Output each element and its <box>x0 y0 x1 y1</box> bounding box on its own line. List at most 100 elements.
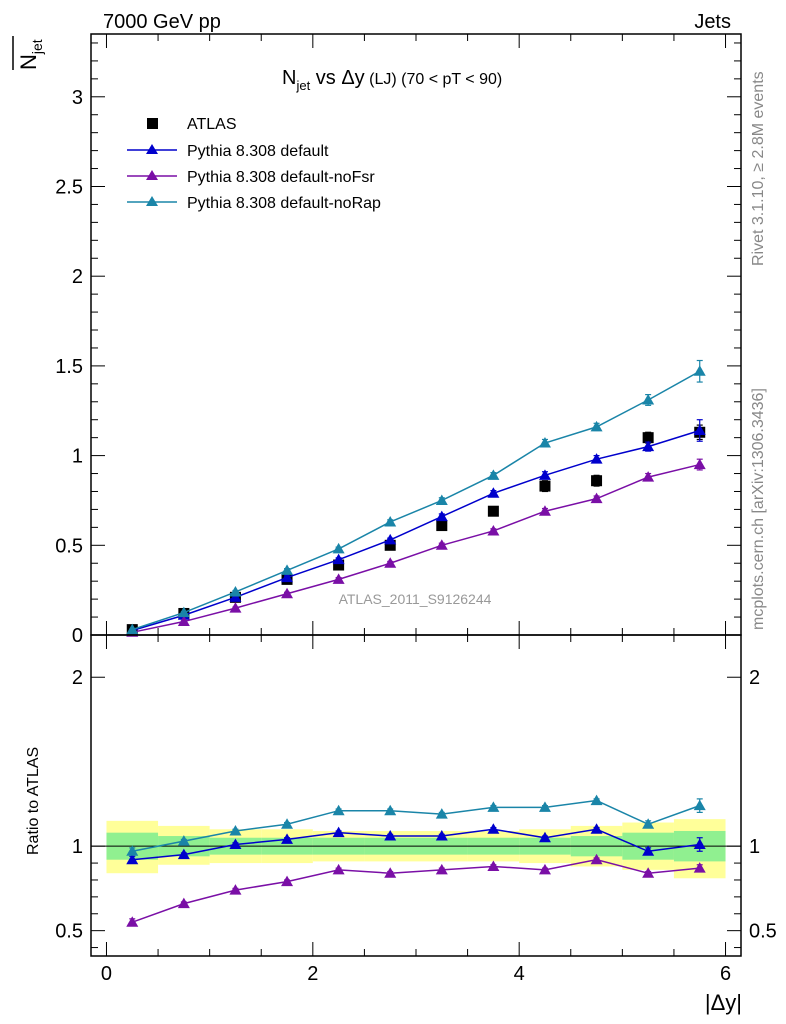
ratio-point <box>281 818 294 829</box>
ratio-point <box>281 833 294 844</box>
ratio-point <box>538 863 551 875</box>
mcplots-label: mcplots.cern.ch [arXiv:1306.3436] <box>750 388 767 630</box>
series-line <box>132 463 700 634</box>
mc-point <box>332 553 345 565</box>
ratio-point <box>332 863 345 875</box>
ratio-point <box>126 845 139 856</box>
series-2 <box>126 458 706 637</box>
legend-entry-nofsr: Pythia 8.308 default-noFsr <box>127 169 375 186</box>
ratio-point <box>281 875 294 887</box>
main-plot-marks <box>126 359 706 637</box>
ratio-series-1 <box>126 853 706 927</box>
mc-point <box>435 510 448 522</box>
y-tick-label: 0 <box>72 625 83 647</box>
atlas-point <box>642 432 654 444</box>
series-3 <box>126 359 706 635</box>
atlas-point <box>333 559 345 571</box>
ratio-point <box>126 853 139 865</box>
ratio-ylabel: Ratio to ATLAS <box>25 747 42 855</box>
legend-marker-norap <box>146 196 158 206</box>
y-tick-label: 1 <box>72 446 83 468</box>
legend: ATLAS Pythia 8.308 default Pythia 8.308 … <box>127 116 381 212</box>
mc-point <box>384 557 397 568</box>
ratio-point <box>384 867 397 878</box>
ratio-point <box>487 801 500 812</box>
mc-point <box>487 524 500 536</box>
mc-point <box>229 602 242 613</box>
ratio-point <box>229 884 242 895</box>
title-jet: jet <box>295 78 310 93</box>
mc-point <box>435 494 448 505</box>
ratio-point <box>590 823 603 834</box>
ratio-point <box>332 804 345 816</box>
ratio-point <box>590 853 603 865</box>
ratio-y-tick-label-left: 0.5 <box>55 921 83 943</box>
ratio-y-tick-label-right: 0.5 <box>749 921 777 943</box>
mc-point <box>177 615 190 627</box>
mc-point <box>487 487 500 498</box>
ratio-point <box>538 801 551 812</box>
title-cut: (70 < pT < 90) <box>397 71 503 88</box>
ratio-series-2 <box>126 794 706 856</box>
atlas-point <box>487 505 499 517</box>
ratio-point <box>538 831 551 843</box>
atlas-point <box>384 539 396 551</box>
atlas-point <box>539 480 551 492</box>
ylabel-sub: jet <box>29 39 45 55</box>
ratio-y-tick-label-right: 1 <box>749 836 760 858</box>
title-dy: Δy <box>341 67 364 89</box>
ratio-point <box>384 804 397 816</box>
legend-label-default: Pythia 8.308 default <box>187 143 329 160</box>
mc-point <box>126 623 139 635</box>
series-line <box>132 429 700 632</box>
mc-point <box>538 505 551 516</box>
ratio-point <box>642 818 655 829</box>
axes: 0 2 4 6 0 0.5 1 1.5 2 2.5 3 0.5 0.5 1 1 2 2 <box>55 33 777 985</box>
legend-marker-atlas <box>147 118 158 129</box>
legend-marker-default <box>146 144 158 154</box>
legend-label-atlas: ATLAS <box>187 116 237 133</box>
ratio-point <box>487 860 500 871</box>
main-ylabel: Njet <box>12 36 45 70</box>
ratio-series-line <box>132 828 700 861</box>
mc-point <box>693 424 706 435</box>
mc-point <box>590 420 603 432</box>
mc-point <box>281 571 294 583</box>
ratio-point <box>177 835 190 846</box>
ratio-point <box>693 862 706 873</box>
rivet-label: Rivet 3.1.10, ≥ 2.8M events <box>750 71 767 266</box>
mc-point <box>332 573 345 584</box>
x-tick-label: 0 <box>101 963 112 985</box>
title-n: N <box>282 67 296 89</box>
legend-marker-nofsr <box>146 170 158 180</box>
ratio-series-0 <box>126 823 706 865</box>
ratio-point <box>435 830 448 841</box>
ratio-point <box>642 867 655 878</box>
ratio-point <box>435 863 448 875</box>
y-tick-label: 1.5 <box>55 356 83 378</box>
ratio-y-tick-label-left: 1 <box>72 836 83 858</box>
y-tick-label: 0.5 <box>55 535 83 557</box>
legend-entry-norap: Pythia 8.308 default-noRap <box>127 195 381 212</box>
ratio-point <box>229 838 242 849</box>
mc-point <box>538 437 551 448</box>
mc-point <box>590 492 603 504</box>
mc-point <box>642 471 655 482</box>
mc-point <box>435 539 448 550</box>
mc-point <box>693 458 706 470</box>
legend-label-nofsr: Pythia 8.308 default-noFsr <box>187 169 375 186</box>
ratio-point <box>590 794 603 806</box>
mc-point <box>281 564 294 575</box>
mc-point <box>487 469 500 480</box>
ratio-point <box>693 799 706 811</box>
y-tick-label: 3 <box>72 87 83 109</box>
mc-point <box>693 365 706 376</box>
mc-point <box>642 440 655 452</box>
legend-label-norap: Pythia 8.308 default-noRap <box>187 195 381 212</box>
mc-point <box>281 587 294 599</box>
ratio-point <box>384 830 397 841</box>
ratio-point <box>332 826 345 838</box>
ratio-plot-marks <box>126 794 706 927</box>
svg-text:Njet: Njet <box>16 39 45 70</box>
